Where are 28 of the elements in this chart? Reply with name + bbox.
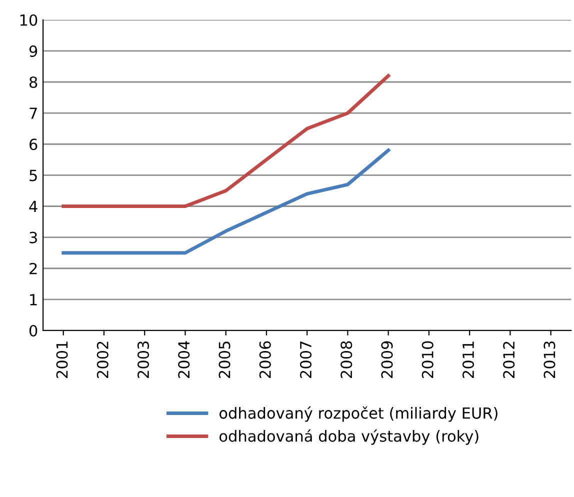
y-tick-label: 3 [30,232,37,244]
legend-label: odhadovaný rozpočet (miliardy EUR) [220,406,498,422]
x-tick-label: 2012 [503,342,515,378]
x-tick-label: 2001 [56,342,68,378]
x-tick-label: 2005 [218,342,230,378]
x-tick-label: 2007 [300,342,312,378]
x-tick-label: 2010 [422,341,434,378]
y-tick-label: 0 [29,324,38,337]
x-tick-label: 2003 [137,341,150,378]
y-tick-label: 5 [30,170,37,182]
x-tick-label: 2013 [544,341,556,378]
y-tick-label: 9 [29,45,38,57]
legend-label: odhadovaná doba výstavby (roky) [220,429,478,445]
x-tick-label: 2008 [340,341,352,378]
y-tick-label: 6 [30,138,38,150]
y-tick-label: 10 [20,14,38,26]
x-tick-label: 2006 [259,341,271,378]
line-series [62,148,390,255]
x-tick-label: 2011 [462,342,474,378]
x-tick-label: 2002 [96,342,108,378]
y-tick-label: 8 [30,76,38,88]
x-tick-label: 2004 [178,341,190,378]
y-tick-label: 2 [30,262,37,274]
y-tick-label: 4 [29,200,38,212]
y-tick-label: 7 [30,108,37,119]
line-series [62,74,390,208]
x-tick-label: 2009 [381,341,393,378]
y-tick-label: 1 [30,294,37,306]
